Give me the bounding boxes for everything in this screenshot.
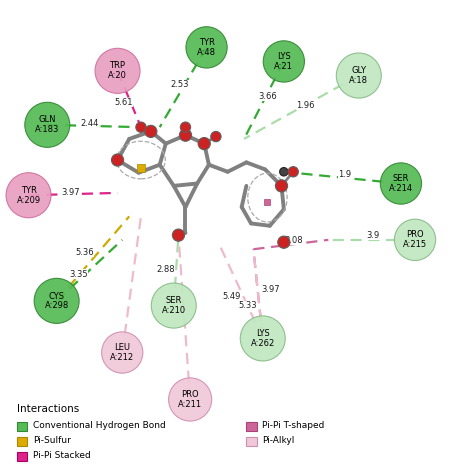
Text: SER
A:210: SER A:210: [162, 296, 186, 315]
Text: SER
A:214: SER A:214: [389, 174, 413, 193]
Circle shape: [337, 53, 381, 98]
FancyBboxPatch shape: [17, 452, 27, 461]
Text: Pi-Pi T-shaped: Pi-Pi T-shaped: [262, 421, 325, 430]
FancyBboxPatch shape: [246, 437, 257, 446]
Circle shape: [240, 316, 285, 361]
Circle shape: [151, 283, 196, 328]
Circle shape: [6, 173, 51, 218]
Text: Pi-Alkyl: Pi-Alkyl: [262, 436, 295, 445]
Text: TYR
A:209: TYR A:209: [17, 186, 41, 205]
FancyBboxPatch shape: [17, 421, 27, 431]
Text: Conventional Hydrogen Bond: Conventional Hydrogen Bond: [33, 421, 165, 430]
Text: 5.61: 5.61: [114, 98, 133, 107]
Circle shape: [263, 41, 304, 82]
Text: Interactions: Interactions: [17, 404, 79, 414]
Circle shape: [394, 219, 436, 260]
Text: LEU
A:212: LEU A:212: [110, 343, 134, 362]
Circle shape: [34, 278, 79, 323]
Text: 3.97: 3.97: [262, 285, 280, 294]
Circle shape: [179, 129, 191, 141]
Text: 3.9: 3.9: [366, 231, 380, 240]
Text: PRO
A:215: PRO A:215: [403, 230, 427, 249]
Circle shape: [173, 229, 184, 241]
Circle shape: [180, 122, 191, 133]
Text: LYS
A:262: LYS A:262: [251, 329, 275, 348]
Text: 3.08: 3.08: [284, 236, 302, 245]
Circle shape: [169, 378, 212, 421]
Text: 3.35: 3.35: [69, 270, 88, 279]
Text: TYR
A:48: TYR A:48: [197, 38, 216, 57]
Circle shape: [145, 125, 157, 137]
Text: GLN
A:183: GLN A:183: [35, 115, 59, 134]
Text: PRO
A:211: PRO A:211: [178, 390, 202, 409]
Circle shape: [136, 122, 146, 133]
Circle shape: [198, 137, 210, 150]
Text: 3.97: 3.97: [62, 188, 80, 197]
Text: 2.88: 2.88: [156, 265, 175, 274]
Circle shape: [101, 332, 143, 373]
Circle shape: [211, 132, 221, 142]
Text: Pi-Pi Stacked: Pi-Pi Stacked: [33, 451, 91, 460]
FancyBboxPatch shape: [17, 437, 27, 446]
Circle shape: [275, 180, 288, 192]
Text: 5.36: 5.36: [75, 248, 94, 257]
Circle shape: [25, 102, 70, 147]
Circle shape: [186, 27, 227, 68]
Circle shape: [111, 154, 124, 166]
Text: LYS
A:21: LYS A:21: [274, 52, 293, 71]
Circle shape: [380, 163, 421, 204]
Text: 3.66: 3.66: [258, 92, 277, 101]
Text: 5.49: 5.49: [222, 292, 241, 301]
Text: 5.33: 5.33: [238, 301, 257, 310]
Circle shape: [95, 48, 140, 94]
Text: 2.53: 2.53: [171, 80, 189, 89]
Circle shape: [280, 168, 288, 176]
Text: TRP
A:20: TRP A:20: [108, 61, 127, 80]
Circle shape: [278, 236, 290, 248]
Text: CYS
A:298: CYS A:298: [45, 292, 69, 310]
Text: Pi-Sulfur: Pi-Sulfur: [33, 436, 71, 445]
FancyBboxPatch shape: [246, 421, 257, 431]
Text: 2.44: 2.44: [80, 119, 99, 128]
Text: GLY
A:18: GLY A:18: [349, 66, 368, 85]
Text: 1.9: 1.9: [338, 170, 351, 179]
Circle shape: [288, 167, 298, 177]
Text: 1.96: 1.96: [296, 101, 314, 110]
